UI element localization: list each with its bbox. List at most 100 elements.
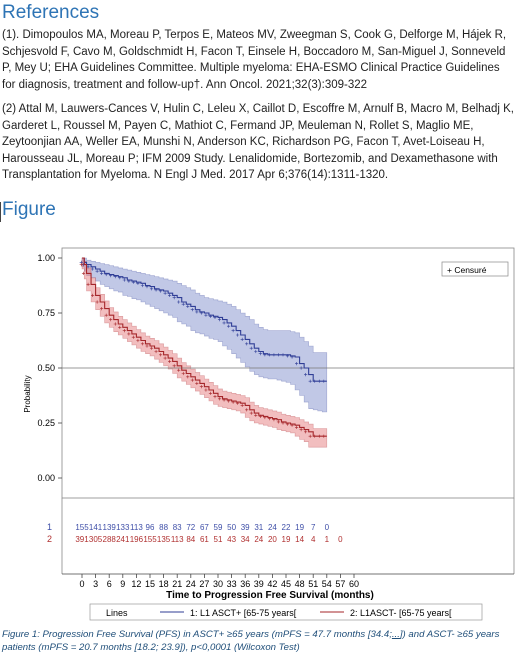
x-tick-label: 39 [254,579,264,589]
censor-mark-series-2 [131,335,135,339]
x-tick-label: 15 [145,579,155,589]
risk-count: 19 [295,523,304,532]
risk-count: 288 [103,535,117,544]
censor-mark-series-2 [140,342,145,346]
x-tick-label: 51 [308,579,318,589]
censor-mark-series-1 [299,366,303,370]
censor-mark-series-2 [195,381,199,385]
censor-mark-series-1 [213,315,217,319]
censor-mark-series-2 [177,368,181,372]
risk-count: 50 [227,523,236,532]
censor-mark-series-2 [81,271,86,275]
figure-caption: Figure 1: Progression Free Survival (PFS… [2,629,516,654]
censor-mark-series-2 [308,434,312,438]
censor-mark-series-2 [236,401,240,405]
censor-mark-series-1 [104,272,108,277]
x-tick-label: 27 [199,579,209,589]
censor-mark-series-2 [245,408,249,412]
censor-mark-series-2 [227,399,231,403]
censor-mark-series-1 [267,353,271,357]
censor-mark-series-1 [199,311,203,315]
censor-mark-series-2 [186,375,190,379]
x-tick-label: 57 [335,579,345,589]
km-survival-chart: 0.000.250.500.751.00 Probability 1 155 141… [0,232,520,624]
risk-count: 61 [200,535,209,544]
censor-mark-series-2 [285,422,290,426]
censor-mark-series-2 [304,430,308,434]
censor-mark-series-2 [272,418,276,422]
x-tick-label: 3 [93,579,98,589]
lines-legend: Lines 1: L1 ASCT+ [65-75 years[ 2: L1ASC… [89,603,483,621]
censure-legend: + Censuré [441,261,509,277]
censor-mark-series-1 [113,275,117,279]
risk-count: 59 [214,523,223,532]
legend-label-asct-minus: 2: L1ASCT- [65-75 years[ [350,608,452,618]
risk-count: 139 [103,523,117,532]
censor-mark-series-2 [276,420,281,424]
risk-count: 4 [311,535,316,544]
censor-mark-series-2 [204,388,208,392]
censor-mark-series-2 [113,322,117,326]
censor-mark-series-2 [231,400,235,404]
censor-mark-series-1 [172,296,176,300]
risk-count: 113 [130,523,143,532]
censor-mark-series-2 [154,349,158,354]
censor-mark-series-1 [186,304,190,308]
censor-mark-series-1 [95,269,99,273]
censor-mark-series-2 [267,417,271,421]
censor-mark-series-2 [208,391,213,395]
censor-mark-series-1 [245,342,249,346]
censor-mark-series-1 [154,288,158,292]
risk-count: 1 [325,535,330,544]
risk-count: 31 [254,523,263,532]
censor-mark-series-1 [163,291,167,295]
censor-mark-series-1 [272,353,276,357]
x-tick-label: 24 [186,579,196,589]
risk-count: 155 [143,535,157,544]
caption-link[interactable]: ... [391,629,400,640]
censor-mark-series-2 [254,413,258,417]
references-heading: References [2,2,100,23]
censor-mark-series-1 [149,287,154,291]
risk-count: 72 [186,523,195,532]
y-tick-label: 1.00 [37,253,55,263]
risk-count: 305 [89,535,103,544]
risk-count: 43 [227,535,236,544]
censor-mark-series-1 [295,362,299,366]
risk-count: 0 [338,535,343,544]
censor-mark-series-2 [240,403,244,407]
risk-count: 51 [214,535,223,544]
survival-line-series-1 [82,257,327,382]
censor-mark-series-1 [313,379,317,383]
censor-mark-series-2 [86,282,90,286]
risk-count: 24 [268,523,277,532]
censor-mark-series-1 [195,310,199,314]
x-tick-label: 48 [295,579,305,589]
censor-mark-series-2 [322,434,326,438]
censor-mark-series-2 [168,359,172,363]
risk-count: 141 [89,523,103,532]
censor-mark-series-2 [258,414,262,418]
censor-mark-series-1 [122,278,126,282]
chart-background [0,232,520,624]
x-tick-label: 21 [172,579,182,589]
censor-mark-series-1 [254,349,258,354]
censor-mark-series-2 [199,385,203,389]
censor-mark-series-1 [208,314,213,318]
x-tick-label: 33 [227,579,237,589]
censor-mark-series-2 [313,434,317,438]
x-tick-label: 54 [322,579,332,589]
risk-count: 39 [241,523,250,532]
censor-mark-series-1 [222,321,226,325]
censor-mark-series-2 [295,425,299,429]
censor-mark-series-1 [231,329,235,333]
censor-mark-series-2 [172,364,176,368]
censor-mark-series-1 [281,353,285,357]
censor-mark-series-1 [181,302,185,306]
risk-count: 88 [159,523,168,532]
caption-text-end: ]) and ASCT- ≥65 years patients (mPFS = … [2,629,500,653]
censor-mark-series-2 [109,318,113,322]
text-cursor [0,202,1,222]
risk-row-label: 2 [47,534,52,544]
x-tick-label: 30 [213,579,223,589]
